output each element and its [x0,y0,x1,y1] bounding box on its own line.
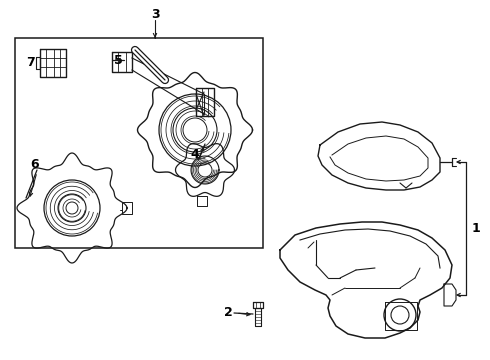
Text: 1: 1 [472,221,480,234]
Bar [15,38,263,248]
Text: 5: 5 [114,54,122,67]
Text: 3: 3 [151,8,159,21]
Text: 7: 7 [25,57,34,69]
Text: 6: 6 [31,158,39,171]
Text: 2: 2 [223,306,232,320]
Text: 4: 4 [191,148,199,162]
